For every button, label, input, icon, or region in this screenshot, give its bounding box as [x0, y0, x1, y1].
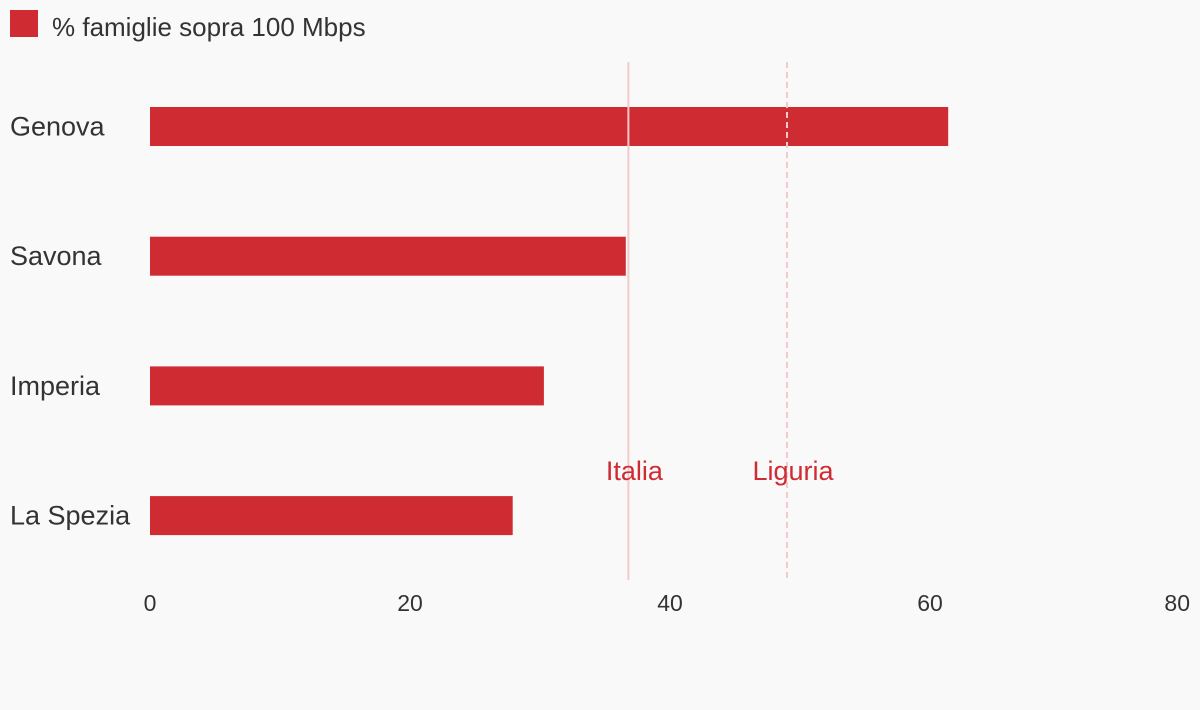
legend-label: % famiglie sopra 100 Mbps — [52, 12, 366, 42]
bar-imperia — [150, 366, 544, 406]
legend-swatch — [10, 10, 38, 37]
category-labels-layer: Genova Savona Imperia La Spezia — [10, 112, 131, 531]
reference-lines-layer: Italia Liguria — [606, 62, 835, 580]
x-tick-label: 20 — [397, 590, 423, 616]
x-axis-ticks-layer: 0 20 40 60 80 — [144, 590, 1190, 616]
bar-savona — [150, 236, 626, 276]
bar-genova — [150, 107, 949, 146]
bars-layer — [150, 107, 949, 536]
x-tick-label: 80 — [1164, 590, 1190, 616]
reference-label-liguria: Liguria — [752, 456, 834, 486]
category-label-savona: Savona — [10, 241, 103, 271]
reference-label-italia: Italia — [606, 456, 664, 486]
bar-la-spezia — [150, 496, 513, 536]
chart-legend: % famiglie sopra 100 Mbps — [10, 10, 366, 44]
x-tick-label: 40 — [657, 590, 683, 616]
category-label-genova: Genova — [10, 112, 106, 142]
category-label-la-spezia: La Spezia — [10, 501, 131, 531]
x-tick-label: 0 — [144, 590, 157, 616]
category-label-imperia: Imperia — [10, 371, 101, 401]
x-tick-label: 60 — [917, 590, 943, 616]
